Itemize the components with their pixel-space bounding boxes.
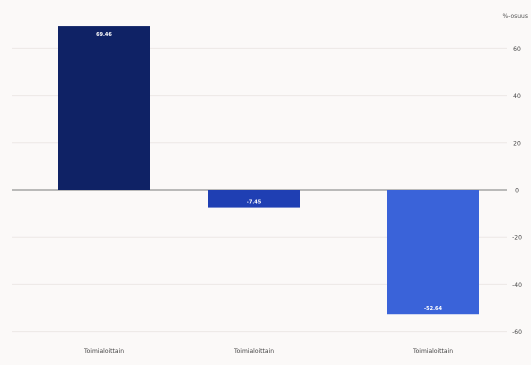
y-tick-label: -60 — [512, 329, 522, 336]
y-tick-label: 20 — [513, 140, 521, 147]
labels-layer: 69.46 Toimialoittain -7.45 Toimialoittain -5… — [83, 32, 453, 355]
y-tick-label: -20 — [512, 235, 522, 242]
y-tick-label: 40 — [513, 93, 521, 100]
x-tick-label: Toimialoittain — [83, 348, 124, 355]
bar — [208, 190, 300, 208]
bar-value-label: -52.64 — [424, 306, 442, 312]
bar-value-label: 69.46 — [96, 32, 112, 38]
bar — [387, 190, 479, 315]
y-tick-label: 0 — [515, 188, 519, 195]
bar-value-label: -7.45 — [247, 200, 262, 206]
x-tick-label: Toimialoittain — [233, 348, 274, 355]
y-tick-label: -40 — [512, 282, 522, 289]
bars-layer — [58, 26, 479, 315]
y-axis-unit-label: %-osuus — [502, 13, 528, 20]
y-tick-label: 60 — [513, 46, 521, 53]
x-tick-label: Toimialoittain — [412, 348, 453, 355]
bar — [58, 26, 150, 190]
